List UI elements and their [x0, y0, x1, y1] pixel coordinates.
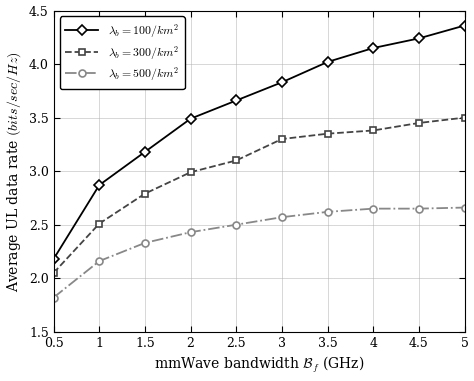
- $\lambda_b = 300/km^2$: [96, 221, 102, 226]
- $\lambda_b = 300/km^2$: [370, 128, 376, 133]
- $\lambda_b = 100/km^2$: [416, 36, 422, 41]
- $\lambda_b = 300/km^2$: [233, 158, 239, 163]
- $\lambda_b = 300/km^2$: [462, 115, 467, 120]
- $\lambda_b = 500/km^2$: [279, 215, 285, 219]
- $\lambda_b = 100/km^2$: [96, 183, 102, 187]
- $\lambda_b = 100/km^2$: [279, 80, 285, 85]
- X-axis label: mmWave bandwidth $\mathcal{B}_f$ (GHz): mmWave bandwidth $\mathcal{B}_f$ (GHz): [154, 355, 364, 375]
- $\lambda_b = 500/km^2$: [142, 241, 148, 245]
- Line: $\lambda_b = 100/km^2$: $\lambda_b = 100/km^2$: [50, 22, 468, 263]
- $\lambda_b = 300/km^2$: [416, 121, 422, 125]
- $\lambda_b = 500/km^2$: [370, 207, 376, 211]
- $\lambda_b = 500/km^2$: [96, 259, 102, 263]
- $\lambda_b = 300/km^2$: [51, 271, 56, 275]
- $\lambda_b = 100/km^2$: [462, 23, 467, 28]
- $\lambda_b = 500/km^2$: [325, 210, 330, 214]
- $\lambda_b = 100/km^2$: [325, 60, 330, 64]
- $\lambda_b = 500/km^2$: [51, 295, 56, 300]
- $\lambda_b = 100/km^2$: [142, 150, 148, 154]
- Line: $\lambda_b = 500/km^2$: $\lambda_b = 500/km^2$: [50, 204, 468, 301]
- $\lambda_b = 500/km^2$: [233, 223, 239, 227]
- Y-axis label: Average UL data rate $(bits/sec/Hz)$: Average UL data rate $(bits/sec/Hz)$: [6, 51, 23, 291]
- $\lambda_b = 100/km^2$: [51, 257, 56, 261]
- $\lambda_b = 300/km^2$: [325, 131, 330, 136]
- Line: $\lambda_b = 300/km^2$: $\lambda_b = 300/km^2$: [50, 114, 468, 276]
- $\lambda_b = 500/km^2$: [416, 207, 422, 211]
- $\lambda_b = 100/km^2$: [370, 46, 376, 50]
- $\lambda_b = 500/km^2$: [188, 230, 193, 234]
- $\lambda_b = 300/km^2$: [188, 170, 193, 174]
- $\lambda_b = 300/km^2$: [142, 191, 148, 196]
- $\lambda_b = 100/km^2$: [233, 98, 239, 103]
- $\lambda_b = 100/km^2$: [188, 117, 193, 121]
- $\lambda_b = 300/km^2$: [279, 137, 285, 141]
- Legend: $\lambda_b = 100/km^2$, $\lambda_b = 300/km^2$, $\lambda_b = 500/km^2$: $\lambda_b = 100/km^2$, $\lambda_b = 300…: [60, 16, 185, 89]
- $\lambda_b = 500/km^2$: [462, 205, 467, 210]
